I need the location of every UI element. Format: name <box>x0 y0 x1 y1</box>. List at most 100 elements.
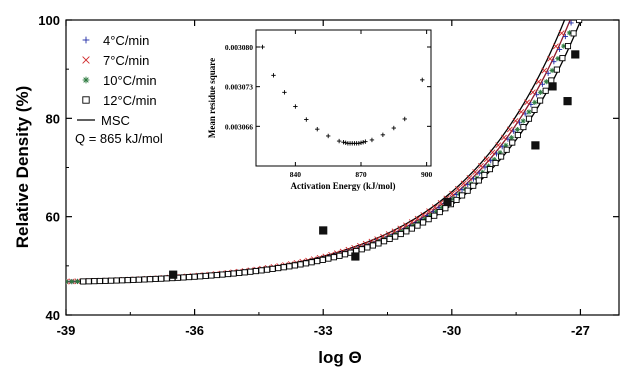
series-3-point <box>537 97 544 104</box>
series-1-point <box>535 78 542 85</box>
series-3-point <box>475 177 482 184</box>
inset-y-tick-label: 0.003066 <box>225 122 253 131</box>
series-0-point <box>488 158 494 164</box>
series-3-point <box>119 277 126 284</box>
legend-note: Q = 865 kJ/mol <box>75 131 163 146</box>
inset-axis-ticks: 840 870 900 0.003066 0.003073 0.003080 <box>225 30 433 179</box>
series-3-point <box>197 273 204 280</box>
x-tick-label: -30 <box>442 323 461 338</box>
series-3-point <box>80 278 87 285</box>
series-3-point <box>130 276 137 283</box>
series-3-point <box>381 238 388 245</box>
series-1-point <box>518 108 525 115</box>
series-2-point <box>526 109 532 115</box>
series-2-point <box>74 278 81 285</box>
inset-frame <box>255 29 432 167</box>
filled-square-points <box>169 50 580 279</box>
series-3-point <box>408 225 415 232</box>
inset-point <box>282 90 287 95</box>
series-3-point <box>308 259 315 266</box>
inset-point <box>391 125 397 131</box>
inset-point <box>356 141 362 146</box>
series-3-point <box>252 268 259 275</box>
series-3-point <box>202 272 209 279</box>
inset-point <box>325 133 331 139</box>
series-3-point <box>553 66 560 73</box>
series-2-point <box>532 99 538 105</box>
inset-point <box>271 73 276 78</box>
series-0-point <box>453 191 459 198</box>
legend-label-4: MSC <box>101 113 130 128</box>
series-3-point <box>247 268 254 275</box>
series-3-point <box>464 187 471 194</box>
series-1-point <box>489 149 496 156</box>
filled-square-point <box>548 82 557 91</box>
series-2-point <box>509 135 515 141</box>
series-0-point <box>551 59 557 65</box>
x-tick-label: -33 <box>314 323 333 338</box>
series-1-point <box>454 185 461 192</box>
series-3-point <box>514 131 521 139</box>
series-3-point <box>342 251 349 258</box>
series-3-point <box>141 276 148 283</box>
inset-point <box>363 139 368 144</box>
x-axis-label: log Θ <box>318 348 361 367</box>
y-tick-label: 80 <box>46 111 60 126</box>
series-3-point <box>330 254 337 261</box>
filled-square-point <box>531 141 540 150</box>
series-3-point <box>286 263 293 270</box>
series-3-point <box>470 182 477 189</box>
series-3-point <box>135 276 142 283</box>
series-3-point <box>236 269 243 277</box>
legend-label-0: 4°C/min <box>103 33 149 48</box>
series-1-point <box>478 162 484 169</box>
series-3-point <box>403 228 410 235</box>
legend-marker-1 <box>82 56 90 64</box>
inset-x-tick-label: 870 <box>355 170 367 179</box>
series-3-point <box>397 230 404 238</box>
series-3-point <box>185 274 193 281</box>
series-3-point <box>436 209 443 216</box>
inset-y-label: Mean residue square <box>207 58 217 138</box>
series-3-point <box>275 265 282 272</box>
series-1-point <box>472 169 479 175</box>
series-3-point <box>163 275 170 282</box>
series-3-point <box>107 277 115 284</box>
series-3-point <box>146 276 154 283</box>
filled-square-point <box>571 50 580 59</box>
series-1-point <box>437 200 444 206</box>
series-3-point <box>85 278 92 285</box>
series-3-point <box>358 246 365 253</box>
series-0-point <box>459 187 465 193</box>
filled-square-point <box>443 197 452 207</box>
series-3-point <box>208 272 215 279</box>
series-3-point <box>91 278 98 285</box>
legend: 4°C/min 7°C/min 10°C/min 12°C/min MSC Q = 86… <box>75 33 163 146</box>
series-3-point <box>325 255 332 262</box>
series-3-point <box>486 166 494 173</box>
series-3-point <box>152 275 159 283</box>
inset-y-tick-label: 0.003080 <box>225 43 253 52</box>
series-0-point <box>476 170 482 176</box>
series-3-point <box>564 43 572 50</box>
series-3-point <box>509 139 516 146</box>
inset-points <box>260 44 425 146</box>
series-3-point <box>158 275 165 282</box>
series-3-point <box>459 192 466 199</box>
series-3-point <box>303 260 310 267</box>
series-3-point <box>392 233 399 240</box>
series-3-point <box>224 271 232 278</box>
series-3-point <box>525 115 533 122</box>
inset-point <box>402 116 407 122</box>
x-tick-label: -39 <box>57 323 76 338</box>
series-3-point <box>431 212 438 219</box>
series-0-point <box>568 20 574 26</box>
inset-point <box>304 117 309 122</box>
inset-x-tick-label: 840 <box>290 170 302 179</box>
series-1-point <box>524 99 530 106</box>
series-3-point <box>481 171 488 179</box>
series-1-point <box>501 134 507 141</box>
y-tick-label: 100 <box>38 13 60 28</box>
series-3-point <box>492 159 499 167</box>
legend-label-1: 7°C/min <box>103 53 149 68</box>
